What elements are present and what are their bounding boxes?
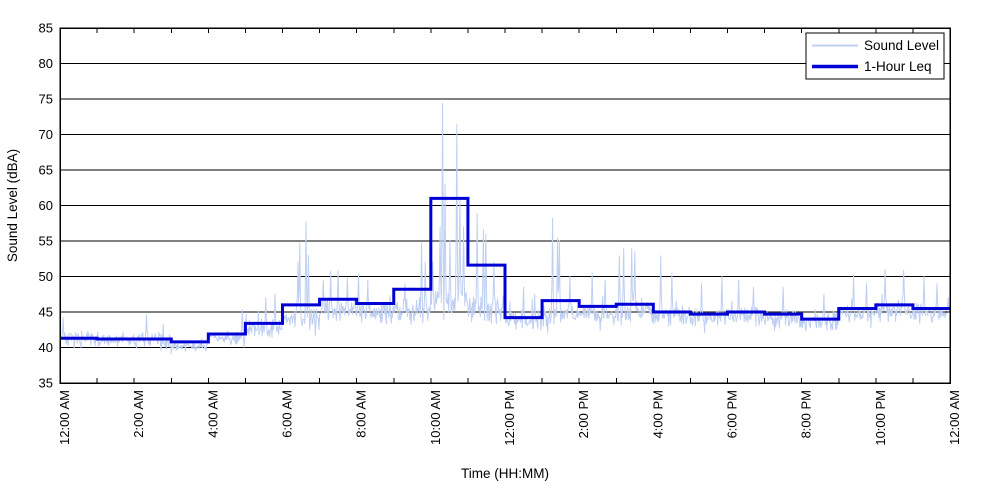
y-tick-label-40: 40 [39, 340, 53, 355]
y-tick-label-35: 35 [39, 376, 53, 391]
y-tick-labels: 35 40 45 50 55 60 65 70 75 80 85 [39, 21, 53, 391]
y-tick-label-85: 85 [39, 21, 53, 36]
legend-label-1-hour-leq: 1-Hour Leq [864, 59, 932, 74]
x-tick-label-1: 2:00 AM [131, 390, 146, 438]
x-tick-label-7: 2:00 PM [576, 390, 591, 438]
x-tick-label-8: 4:00 PM [650, 390, 665, 438]
x-tick-label-2: 4:00 AM [205, 390, 220, 438]
x-tick-label-10: 8:00 PM [799, 390, 814, 438]
legend-label-sound-level: Sound Level [864, 38, 939, 53]
x-axis-title: Time (HH:MM) [461, 466, 549, 481]
x-tick-label-0: 12:00 AM [57, 390, 72, 445]
one-hour-leq-series-line [60, 196, 950, 344]
x-tick-label-9: 6:00 PM [725, 390, 740, 438]
axis-ticks [59, 27, 951, 384]
x-tick-label-11: 10:00 PM [873, 390, 888, 446]
legend-box [805, 32, 945, 80]
x-tick-label-6: 12:00 PM [502, 390, 517, 446]
y-tick-label-70: 70 [39, 127, 53, 142]
y-tick-label-80: 80 [39, 56, 53, 71]
x-tick-label-4: 8:00 AM [354, 390, 369, 438]
y-tick-label-75: 75 [39, 92, 53, 107]
x-tick-label-12: 12:00 AM [947, 390, 962, 445]
y-tick-label-65: 65 [39, 163, 53, 178]
y-axis-title: Sound Level (dBA) [5, 149, 20, 262]
y-tick-label-60: 60 [39, 198, 53, 213]
y-tick-label-45: 45 [39, 305, 53, 320]
legend: Sound Level 1-Hour Leq [805, 32, 945, 80]
x-tick-labels: 12:00 AM 2:00 AM 4:00 AM 6:00 AM 8:00 AM 10:0… [57, 390, 962, 446]
x-tick-label-3: 6:00 AM [280, 390, 295, 438]
x-tick-label-5: 10:00 AM [428, 390, 443, 445]
y-tick-label-50: 50 [39, 269, 53, 284]
y-tick-label-55: 55 [39, 234, 53, 249]
